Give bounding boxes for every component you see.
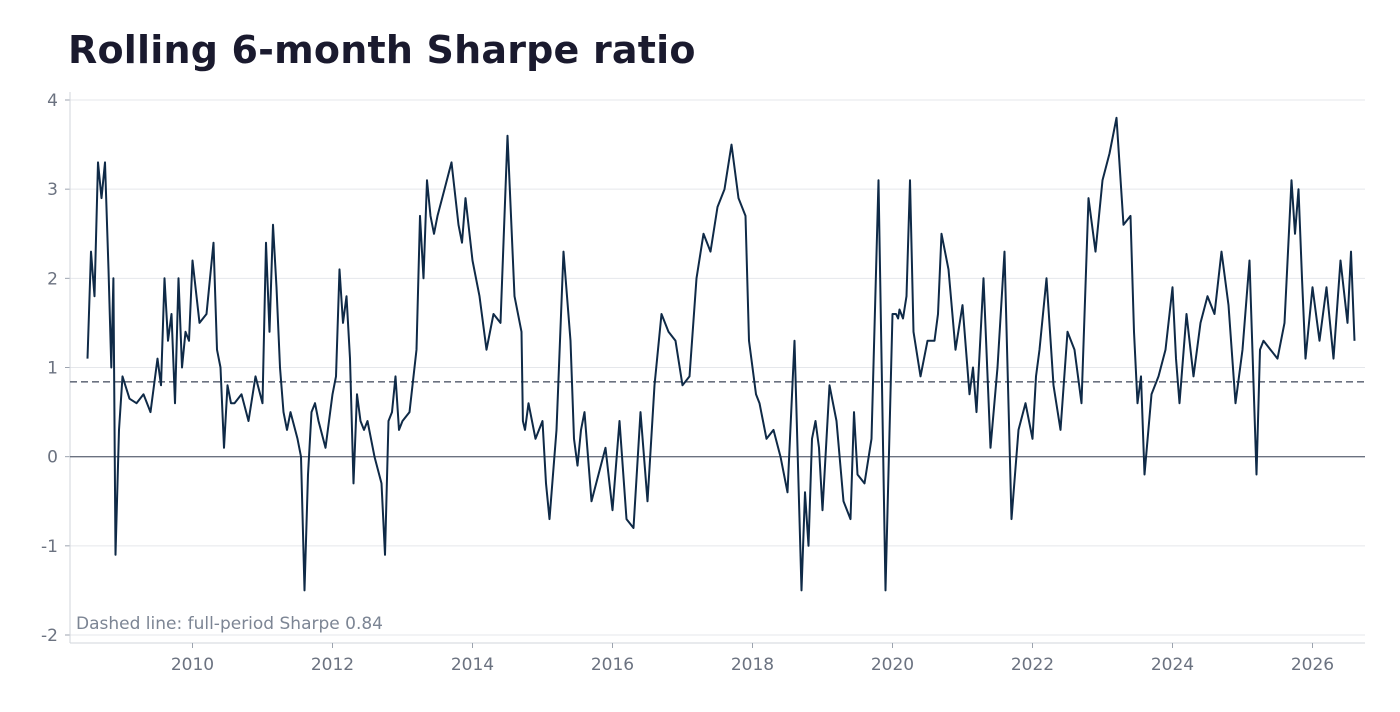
tick-labels: 4 3 2 1 0 -1 -2 2010 2012 2014 2016 2018 2020 2022 202… — [41, 91, 1334, 675]
axes — [65, 92, 1365, 648]
x-tick-label: 2016 — [591, 655, 634, 675]
y-tick-label: 4 — [47, 91, 58, 111]
sharpe-series-line — [86, 116, 1356, 592]
reference-lines — [70, 380, 1365, 458]
y-tick-label: -2 — [41, 626, 58, 646]
y-tick-label: 1 — [47, 359, 58, 379]
x-tick-label: 2014 — [451, 655, 494, 675]
gridlines — [70, 99, 1365, 636]
y-tick-label: 3 — [47, 180, 58, 200]
x-tick-label: 2024 — [1151, 655, 1194, 675]
y-tick-label: 2 — [47, 269, 58, 289]
x-tick-label: 2018 — [731, 655, 774, 675]
x-tick-label: 2020 — [871, 655, 914, 675]
annotation-text: Dashed line: full-period Sharpe 0.84 — [76, 614, 383, 634]
y-tick-label: -1 — [41, 537, 58, 557]
x-tick-label: 2012 — [311, 655, 354, 675]
series-layer — [86, 116, 1356, 592]
chart-title: Rolling 6-month Sharpe ratio — [68, 28, 696, 72]
x-tick-label: 2022 — [1011, 655, 1054, 675]
y-tick-label: 0 — [47, 448, 58, 468]
x-tick-label: 2010 — [171, 655, 214, 675]
x-tick-label: 2026 — [1291, 655, 1334, 675]
